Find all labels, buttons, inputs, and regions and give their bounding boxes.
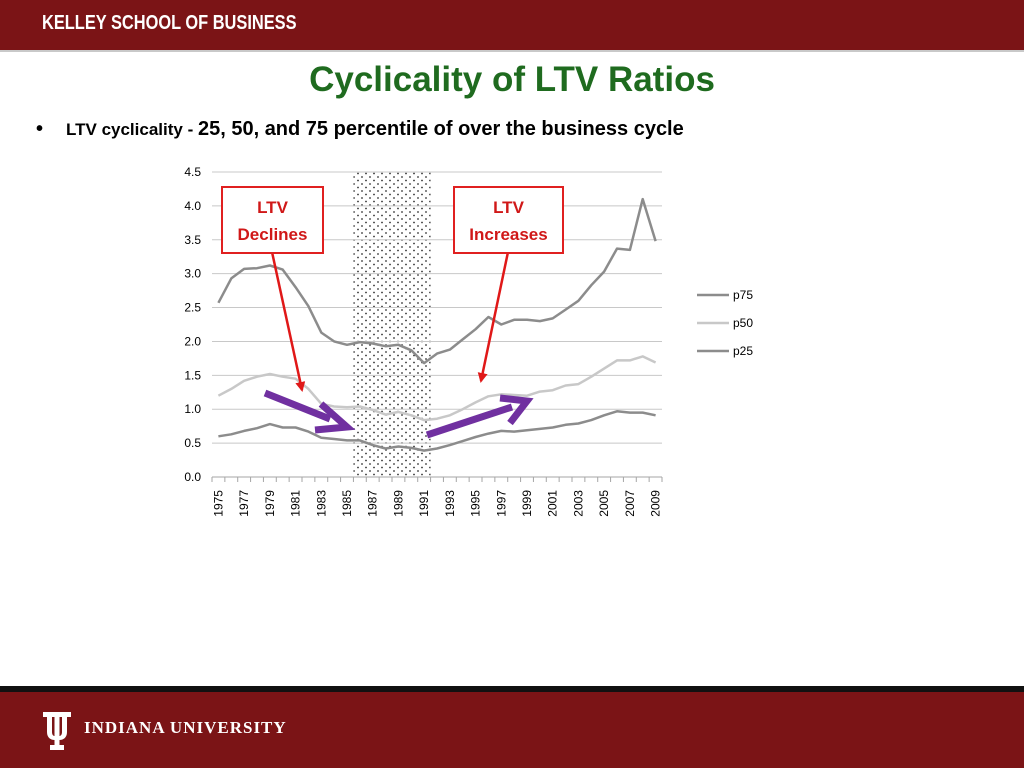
series-line-p75 [217,197,657,365]
bullet-marker: • [36,118,44,140]
y-tick-label: 3.5 [184,233,201,247]
x-tick-label: 1995 [469,490,483,517]
callout-increases-line1: LTV [493,198,524,217]
y-tick-label: 1.5 [184,368,201,382]
y-tick-label: 2.0 [184,334,201,348]
x-tick-label: 1985 [340,490,354,517]
university-name: INDIANA UNIVERSITY [84,718,287,737]
header-bar: KELLEY SCHOOL OF BUSINESS [0,0,1024,50]
red-arrow-increases [477,251,510,383]
x-tick-label: 1981 [289,490,303,517]
purple-arrow-declines [263,389,356,434]
red-arrow-declines [270,251,306,392]
series-line-p25 [218,410,656,452]
y-tick-label: 0.5 [184,436,201,450]
x-tick-label: 1977 [237,490,251,517]
x-tick-label: 1987 [366,490,380,517]
x-tick-label: 1999 [520,490,534,517]
x-tick-label: 2003 [571,490,585,517]
footer-divider [0,686,1024,692]
legend-label-p50: p50 [733,316,753,330]
x-tick-label: 2001 [546,490,560,517]
bullet-text: 25, 50, and 75 percentile of over the bu… [197,118,684,140]
header-divider [0,50,1024,52]
x-tick-label: 1993 [443,490,457,517]
x-tick-label: 2009 [649,490,663,517]
x-tick-label: 2005 [597,490,611,517]
school-name: KELLEY SCHOOL OF BUSINESS [42,12,297,34]
x-tick-label: 1991 [417,490,431,517]
x-tick-label: 1983 [314,490,328,517]
slide-title: Cyclicality of LTV Ratios [309,60,715,99]
x-tick-label: 1979 [263,490,277,517]
purple-arrow-increases [425,394,534,439]
shaded-period [353,172,431,477]
callout-ltv-increases: LTV Increases [453,186,564,254]
x-tick-label: 1975 [211,490,225,517]
bullet-lead: LTV cyclicality - [66,120,198,139]
x-tick-label: 2007 [623,490,637,517]
x-tick-label: 1989 [391,490,405,517]
y-tick-label: 4.5 [184,165,201,179]
iu-trident-icon [43,712,71,750]
callout-increases-line2: Increases [469,225,548,244]
series-line-p50 [217,355,657,422]
y-tick-label: 4.0 [184,199,201,213]
callout-declines-line1: LTV [257,198,288,217]
footer-bar: INDIANA UNIVERSITY [0,692,1024,768]
y-tick-label: 3.0 [184,267,201,281]
legend-label-p75: p75 [733,288,753,302]
y-tick-label: 2.5 [184,301,201,315]
x-tick-label: 1997 [494,490,508,517]
legend-label-p25: p25 [733,344,753,358]
bullet-point: • LTV cyclicality - 25, 50, and 75 percen… [36,118,684,141]
callout-ltv-declines: LTV Declines [221,186,324,254]
y-tick-label: 1.0 [184,402,201,416]
y-tick-label: 0.0 [184,470,201,484]
callout-declines-line2: Declines [237,225,308,244]
